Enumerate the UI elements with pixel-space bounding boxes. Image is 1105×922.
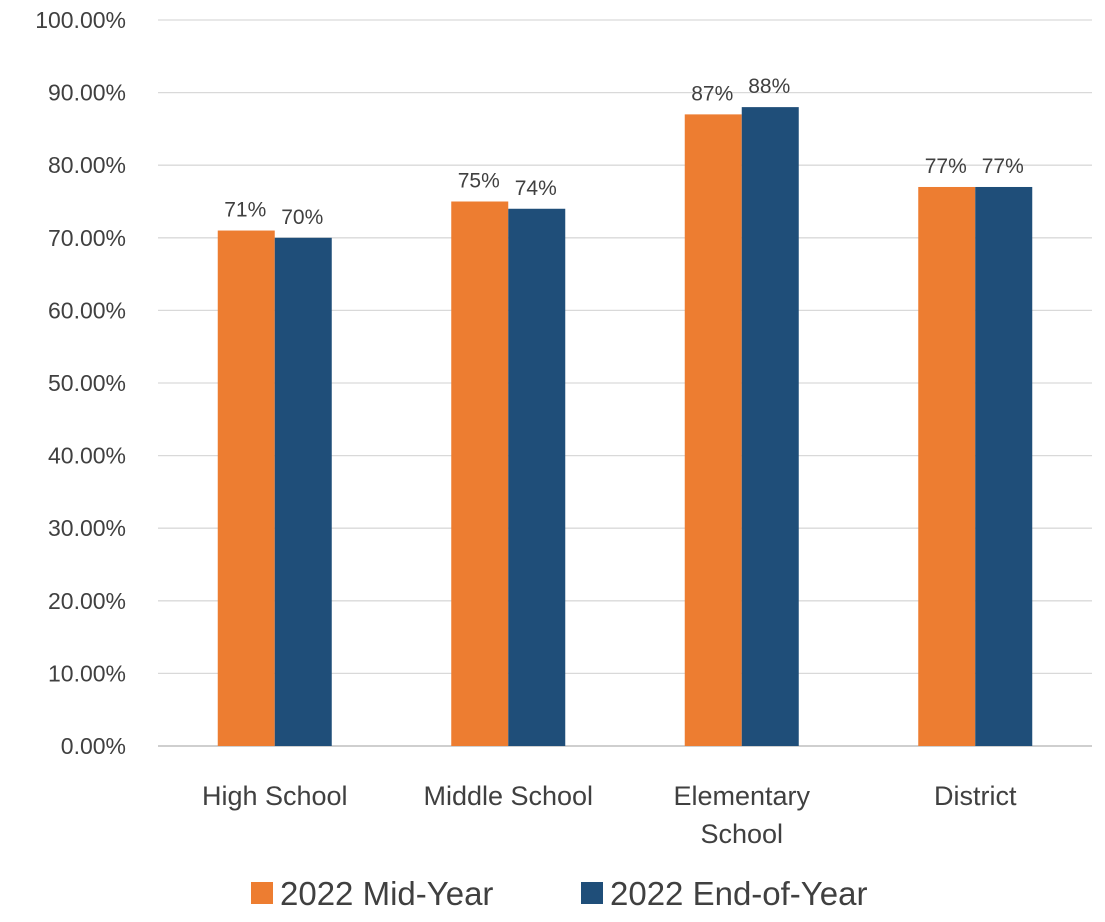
- category-label: Elementary: [673, 781, 810, 811]
- data-label: 71%: [224, 199, 266, 222]
- category-labels: High School Middle School Elementary School…: [202, 781, 1017, 849]
- bar-mid-year: [684, 114, 742, 746]
- bar-end-of-year: [975, 186, 1033, 747]
- bar-end-of-year: [741, 107, 799, 747]
- category-label: High School: [202, 781, 348, 811]
- category-label: School: [700, 819, 783, 849]
- y-tick-label: 50.00%: [48, 370, 126, 396]
- bar-mid-year: [918, 186, 976, 747]
- y-tick-label: 10.00%: [48, 660, 126, 686]
- legend-swatch: [251, 882, 273, 904]
- bars: [217, 107, 1033, 747]
- data-label: 75%: [458, 170, 500, 193]
- legend-label: 2022 Mid-Year: [280, 875, 493, 912]
- y-tick-label: 70.00%: [48, 225, 126, 251]
- y-tick-label: 90.00%: [48, 80, 126, 106]
- y-tick-label: 80.00%: [48, 152, 126, 178]
- y-axis-tick-labels: 0.00% 10.00% 20.00% 30.00% 40.00% 50.00% 60.00…: [35, 7, 126, 759]
- y-tick-label: 0.00%: [61, 733, 126, 759]
- y-tick-label: 40.00%: [48, 443, 126, 469]
- y-tick-label: 100.00%: [35, 7, 126, 33]
- data-label: 74%: [515, 177, 557, 200]
- y-tick-label: 20.00%: [48, 588, 126, 614]
- category-label: Middle School: [423, 781, 593, 811]
- bar-mid-year: [451, 201, 509, 746]
- data-label: 88%: [748, 75, 790, 98]
- bar-end-of-year: [274, 237, 332, 747]
- y-tick-label: 30.00%: [48, 515, 126, 541]
- legend-swatch: [581, 882, 603, 904]
- legend: 2022 Mid-Year 2022 End-of-Year: [251, 875, 867, 912]
- data-label: 70%: [281, 206, 323, 229]
- y-tick-label: 60.00%: [48, 297, 126, 323]
- legend-label: 2022 End-of-Year: [610, 875, 867, 912]
- data-label: 77%: [982, 155, 1024, 178]
- category-label: District: [934, 781, 1017, 811]
- data-labels: 71% 70% 75% 74% 87% 88% 77% 77%: [224, 75, 1024, 229]
- data-label: 87%: [691, 82, 733, 105]
- bar-mid-year: [217, 230, 275, 747]
- data-label: 77%: [925, 155, 967, 178]
- bar-end-of-year: [508, 208, 566, 746]
